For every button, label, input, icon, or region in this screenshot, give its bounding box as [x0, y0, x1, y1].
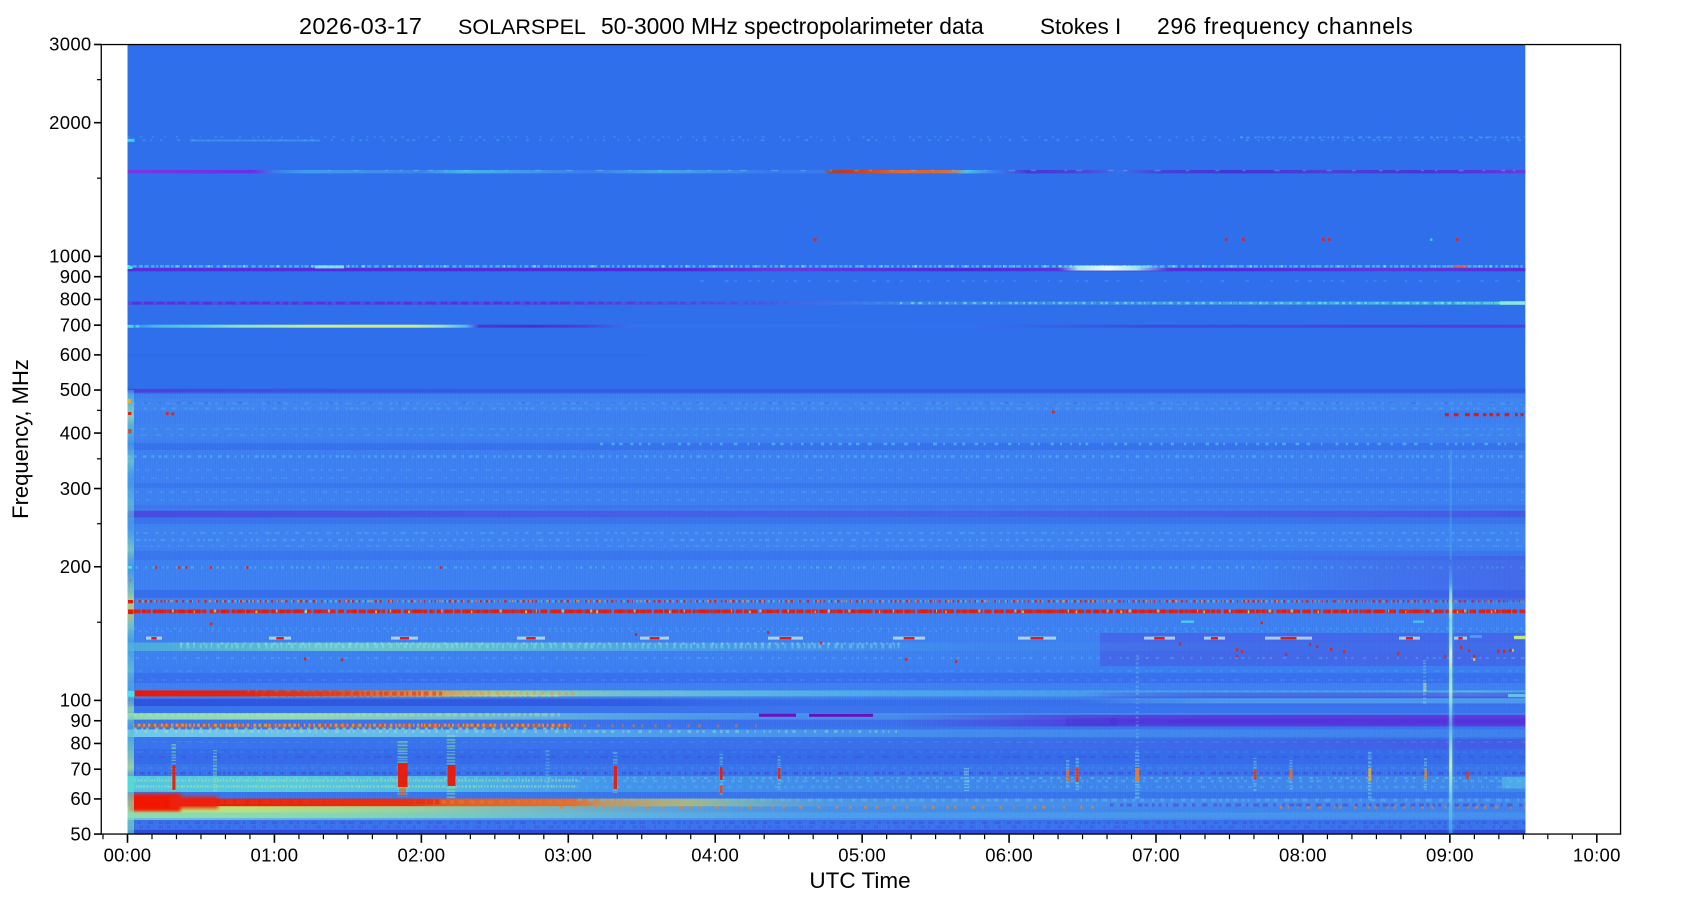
svg-text:06:00: 06:00 [985, 845, 1033, 866]
svg-text:1000: 1000 [49, 246, 91, 267]
svg-text:09:00: 09:00 [1426, 845, 1474, 866]
svg-text:03:00: 03:00 [544, 845, 592, 866]
svg-text:05:00: 05:00 [838, 845, 886, 866]
svg-text:50-3000 MHz spectropolarimeter: 50-3000 MHz spectropolarimeter data [601, 13, 984, 39]
svg-text:900: 900 [60, 266, 92, 287]
svg-text:296 frequency channels: 296 frequency channels [1157, 13, 1413, 39]
svg-text:100: 100 [60, 690, 92, 711]
svg-text:08:00: 08:00 [1279, 845, 1327, 866]
svg-text:Stokes I: Stokes I [1040, 14, 1121, 39]
svg-text:400: 400 [60, 422, 92, 443]
svg-text:300: 300 [60, 478, 92, 499]
svg-text:Frequency, MHz: Frequency, MHz [8, 359, 33, 519]
svg-text:50: 50 [70, 823, 91, 844]
svg-text:800: 800 [60, 289, 92, 310]
svg-text:2026-03-17: 2026-03-17 [299, 13, 422, 39]
svg-text:80: 80 [70, 733, 91, 754]
svg-text:02:00: 02:00 [398, 845, 446, 866]
svg-text:04:00: 04:00 [691, 845, 739, 866]
svg-text:07:00: 07:00 [1132, 845, 1180, 866]
svg-text:UTC Time: UTC Time [809, 868, 910, 893]
svg-text:700: 700 [60, 314, 92, 335]
svg-text:600: 600 [60, 344, 92, 365]
svg-text:60: 60 [70, 788, 91, 809]
svg-text:200: 200 [60, 556, 92, 577]
svg-text:10:00: 10:00 [1573, 845, 1621, 866]
svg-text:2000: 2000 [49, 112, 91, 133]
svg-text:01:00: 01:00 [251, 845, 299, 866]
svg-text:3000: 3000 [49, 34, 91, 55]
svg-text:90: 90 [70, 710, 91, 731]
svg-text:00:00: 00:00 [104, 845, 152, 866]
svg-text:SOLARSPEL: SOLARSPEL [458, 15, 586, 39]
svg-text:70: 70 [70, 758, 91, 779]
svg-text:500: 500 [60, 379, 92, 400]
